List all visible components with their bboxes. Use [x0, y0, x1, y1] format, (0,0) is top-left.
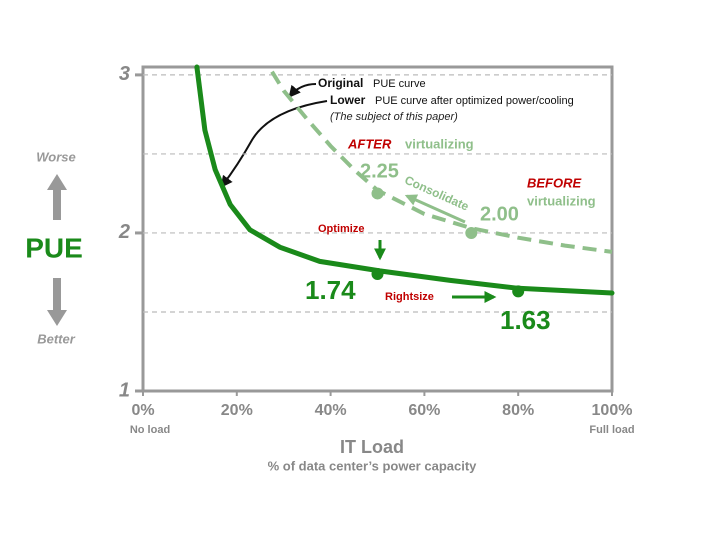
better-note: Better	[37, 331, 76, 346]
point-marker	[465, 226, 478, 239]
annotation: BEFORE	[527, 175, 582, 190]
y-tick-label: 1	[119, 379, 130, 401]
point-marker	[371, 187, 384, 200]
x-sublabel: % of data center’s power capacity	[268, 458, 478, 473]
point-label: 2.25	[360, 160, 399, 182]
annotation: Rightsize	[385, 291, 434, 303]
pointer-original	[288, 83, 317, 98]
legend-name: Lower	[330, 93, 366, 107]
y-tick-label: 2	[118, 221, 130, 243]
annotation: virtualizing	[527, 193, 596, 208]
x-tick-label: 40%	[315, 402, 347, 419]
worse-note: Worse	[36, 149, 76, 164]
x-start-note: No load	[130, 424, 170, 436]
up-arrow-head	[47, 174, 67, 190]
consolidate-arrow	[404, 194, 466, 224]
annotation: (The subject of this paper)	[330, 111, 458, 123]
point-marker	[512, 285, 525, 298]
point-label: 2.00	[480, 203, 519, 225]
series-line	[194, 64, 615, 296]
legend-name: Original	[318, 76, 363, 90]
legend-note: PUE curve	[373, 78, 426, 90]
x-end-note: Full load	[589, 424, 634, 436]
x-label: IT Load	[340, 437, 404, 457]
x-tick-label: 20%	[221, 402, 253, 419]
annotation: Optimize	[318, 223, 364, 235]
point-label: 1.63	[500, 305, 551, 335]
pointer-lower	[220, 100, 328, 188]
x-tick-label: 80%	[502, 402, 534, 419]
x-tick-label: 60%	[408, 402, 440, 419]
annotation: AFTER	[347, 136, 392, 151]
plot-frame	[141, 65, 614, 393]
x-tick-label: 0%	[131, 402, 154, 419]
y-tick-label: 3	[119, 63, 130, 85]
legend-note: PUE curve after optimized power/cooling	[375, 95, 574, 107]
y-label: PUE	[25, 232, 83, 263]
annotation: virtualizing	[405, 136, 474, 151]
x-tick-label: 100%	[592, 402, 633, 419]
point-label: 1.74	[305, 275, 356, 305]
point-marker	[371, 268, 384, 281]
down-arrow-head	[47, 310, 67, 326]
